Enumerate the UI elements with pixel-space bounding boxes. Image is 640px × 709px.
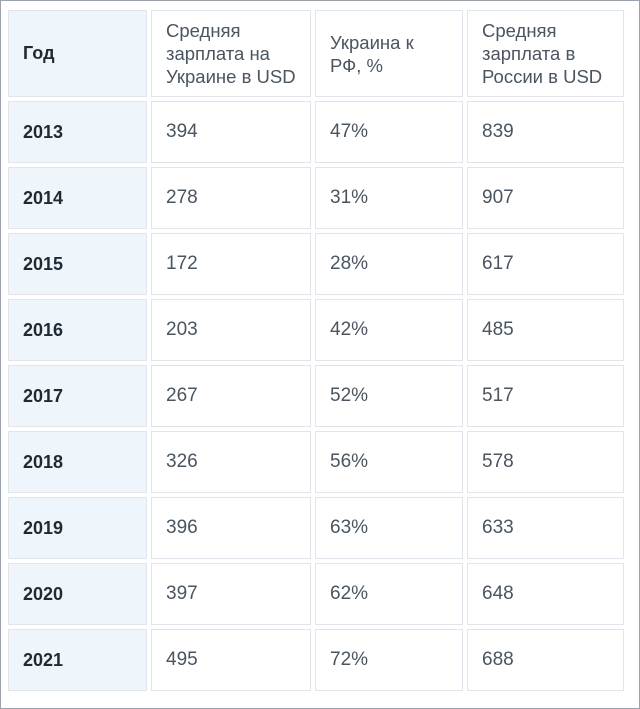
ua-salary-cell: 326 [151, 431, 311, 493]
ratio-cell: 63% [315, 497, 463, 559]
salary-comparison-table: Год Средняя зарплата на Украине в USD Ук… [4, 6, 628, 695]
header-ru-salary: Средняя зарплата в России в USD [467, 10, 624, 97]
ru-salary-cell: 633 [467, 497, 624, 559]
table-row: 2017 267 52% 517 [8, 365, 624, 427]
ratio-cell: 62% [315, 563, 463, 625]
year-cell: 2020 [8, 563, 147, 625]
ratio-cell: 56% [315, 431, 463, 493]
ru-salary-cell: 517 [467, 365, 624, 427]
ru-salary-cell: 648 [467, 563, 624, 625]
table-row: 2016 203 42% 485 [8, 299, 624, 361]
ratio-cell: 42% [315, 299, 463, 361]
table-row: 2014 278 31% 907 [8, 167, 624, 229]
table-row: 2021 495 72% 688 [8, 629, 624, 691]
ratio-cell: 72% [315, 629, 463, 691]
ua-salary-cell: 396 [151, 497, 311, 559]
ru-salary-cell: 485 [467, 299, 624, 361]
header-ua-salary: Средняя зарплата на Украине в USD [151, 10, 311, 97]
header-ratio: Украина к РФ, % [315, 10, 463, 97]
ua-salary-cell: 267 [151, 365, 311, 427]
ua-salary-cell: 203 [151, 299, 311, 361]
year-cell: 2013 [8, 101, 147, 163]
ratio-cell: 31% [315, 167, 463, 229]
year-cell: 2018 [8, 431, 147, 493]
ratio-cell: 47% [315, 101, 463, 163]
table-row: 2019 396 63% 633 [8, 497, 624, 559]
ru-salary-cell: 578 [467, 431, 624, 493]
ratio-cell: 28% [315, 233, 463, 295]
ua-salary-cell: 172 [151, 233, 311, 295]
year-cell: 2014 [8, 167, 147, 229]
year-cell: 2021 [8, 629, 147, 691]
year-cell: 2017 [8, 365, 147, 427]
year-cell: 2016 [8, 299, 147, 361]
ru-salary-cell: 688 [467, 629, 624, 691]
ua-salary-cell: 394 [151, 101, 311, 163]
table-row: 2018 326 56% 578 [8, 431, 624, 493]
ru-salary-cell: 839 [467, 101, 624, 163]
year-cell: 2019 [8, 497, 147, 559]
year-cell: 2015 [8, 233, 147, 295]
ua-salary-cell: 397 [151, 563, 311, 625]
table-body: 2013 394 47% 839 2014 278 31% 907 2015 1… [8, 101, 624, 691]
header-year: Год [8, 10, 147, 97]
table-row: 2020 397 62% 648 [8, 563, 624, 625]
ru-salary-cell: 617 [467, 233, 624, 295]
ua-salary-cell: 495 [151, 629, 311, 691]
table-row: 2013 394 47% 839 [8, 101, 624, 163]
ua-salary-cell: 278 [151, 167, 311, 229]
ratio-cell: 52% [315, 365, 463, 427]
table-row: 2015 172 28% 617 [8, 233, 624, 295]
ru-salary-cell: 907 [467, 167, 624, 229]
table-header-row: Год Средняя зарплата на Украине в USD Ук… [8, 10, 624, 97]
